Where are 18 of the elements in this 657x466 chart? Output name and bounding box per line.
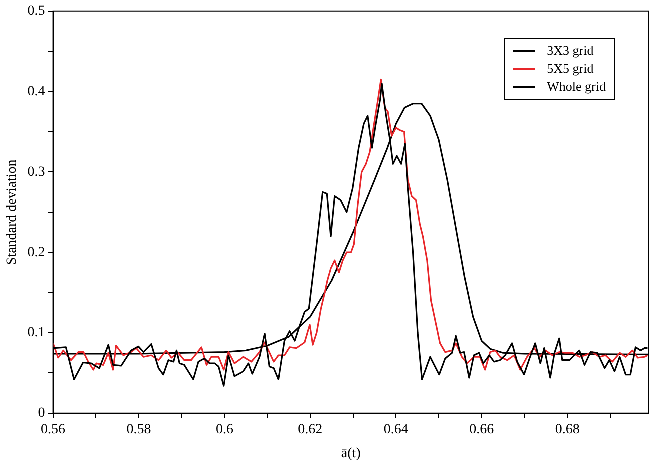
x-tick-label: 0.66 [470, 422, 494, 438]
legend-label: 3X3 grid [547, 43, 594, 59]
y-tick-label: 0.3 [28, 164, 46, 180]
x-tick-label: 0.68 [555, 422, 580, 438]
y-tick-label: 0.2 [28, 245, 46, 260]
y-tick-label: 0 [38, 406, 46, 422]
legend-label: Whole grid [547, 79, 606, 95]
y-tick-label: 0.5 [28, 4, 46, 20]
x-tick-label: 0.64 [384, 422, 408, 438]
x-axis-title: ā(t) [341, 446, 362, 462]
x-tick-label: 0.58 [126, 422, 152, 438]
y-tick-label: 0.1 [28, 326, 46, 341]
x-tick-label: 0.56 [41, 422, 66, 438]
legend-label: 5X5 grid [547, 61, 594, 77]
y-tick-label: 0.4 [28, 84, 46, 100]
y-axis-title: Standard deviation [5, 160, 20, 266]
x-tick-label: 0.62 [298, 422, 323, 438]
x-tick-label: 0.6 [216, 422, 234, 438]
